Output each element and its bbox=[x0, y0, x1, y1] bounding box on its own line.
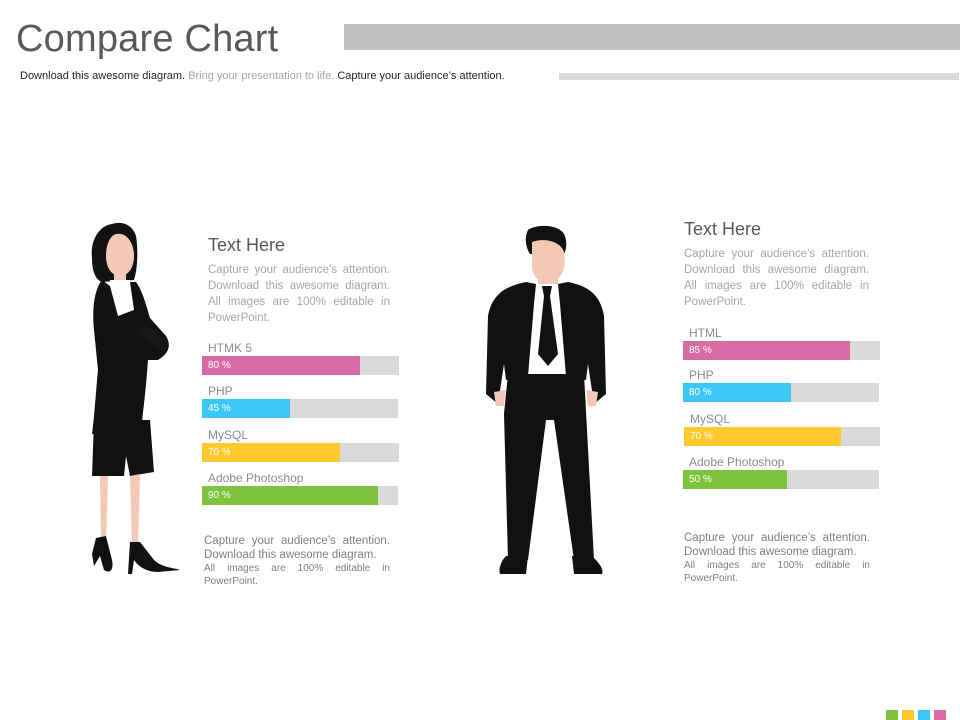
right-skill-php: PHP 80 % bbox=[683, 368, 879, 402]
note-line-2: All images are 100% editable in PowerPoi… bbox=[684, 560, 870, 584]
skill-progress-fill bbox=[202, 486, 379, 505]
right-panel: Text Here Capture your audience’s attent… bbox=[684, 218, 869, 310]
left-skill-mysql: MySQL 70 % bbox=[202, 428, 399, 462]
skill-progress-fill bbox=[202, 356, 360, 375]
left-panel-heading: Text Here bbox=[208, 235, 286, 255]
skill-label: PHP bbox=[208, 384, 233, 398]
skill-progress-fill bbox=[202, 443, 340, 462]
skill-percent: 85 % bbox=[689, 345, 712, 356]
skill-label: HTML bbox=[689, 326, 722, 340]
skill-progress-fill bbox=[684, 427, 841, 446]
skill-progress-bar: 85 % bbox=[683, 341, 880, 360]
skill-progress-fill bbox=[683, 470, 787, 489]
skill-progress-fill bbox=[202, 399, 291, 418]
right-panel-description: Capture your audience’s attention. Downl… bbox=[684, 248, 869, 308]
skill-percent: 45 % bbox=[208, 403, 231, 414]
skill-percent: 80 % bbox=[208, 360, 231, 371]
skill-progress-bar: 80 % bbox=[202, 356, 399, 375]
skill-progress-bar: 90 % bbox=[202, 486, 398, 505]
color-square bbox=[934, 710, 946, 720]
skill-progress-bar: 80 % bbox=[683, 383, 879, 402]
skill-progress-bar: 70 % bbox=[202, 443, 399, 462]
left-panel-description: Capture your audience’s attention. Downl… bbox=[208, 264, 390, 324]
skill-progress-bar: 50 % bbox=[683, 470, 879, 489]
skill-percent: 80 % bbox=[689, 387, 712, 398]
skill-percent: 90 % bbox=[208, 490, 231, 501]
skill-progress-bar: 45 % bbox=[202, 399, 398, 418]
subtitle-part-3: Capture your audience’s attention. bbox=[334, 70, 505, 82]
subtitle-accent-bar bbox=[559, 73, 959, 80]
skill-percent: 70 % bbox=[208, 447, 231, 458]
color-square bbox=[902, 710, 914, 720]
subtitle-part-1: Download this awesome diagram. bbox=[20, 70, 186, 82]
left-skill-photoshop: Adobe Photoshop 90 % bbox=[202, 471, 398, 505]
skill-progress-bar: 70 % bbox=[684, 427, 880, 446]
note-line-1: Capture your audience’s attention. Downl… bbox=[204, 535, 390, 561]
skill-label: Adobe Photoshop bbox=[208, 471, 304, 485]
left-panel: Text Here Capture your audience’s attent… bbox=[208, 234, 390, 326]
title-accent-bar bbox=[344, 24, 960, 50]
right-panel-heading: Text Here bbox=[684, 219, 762, 239]
skill-progress-fill bbox=[683, 383, 791, 402]
skill-label: PHP bbox=[689, 368, 714, 382]
footer-color-squares bbox=[886, 710, 946, 720]
color-square bbox=[918, 710, 930, 720]
left-skill-html5: HTMK 5 80 % bbox=[202, 341, 399, 375]
right-skill-photoshop: Adobe Photoshop 50 % bbox=[683, 455, 879, 489]
left-panel-note: Capture your audience’s attention. Downl… bbox=[204, 534, 390, 588]
right-skill-html: HTML 85 % bbox=[683, 326, 880, 360]
subtitle-part-2: Bring your presentation to life. bbox=[185, 70, 335, 82]
right-skill-mysql: MySQL 70 % bbox=[684, 412, 880, 446]
color-square bbox=[886, 710, 898, 720]
skill-label: HTMK 5 bbox=[208, 341, 253, 355]
skill-label: MySQL bbox=[690, 412, 731, 426]
left-skill-php: PHP 45 % bbox=[202, 384, 398, 418]
right-panel-note: Capture your audience’s attention. Downl… bbox=[684, 531, 870, 585]
skill-label: Adobe Photoshop bbox=[689, 455, 785, 469]
skill-percent: 50 % bbox=[689, 474, 712, 485]
page-title: Compare Chart bbox=[16, 18, 279, 60]
skill-progress-fill bbox=[683, 341, 851, 360]
note-line-2: All images are 100% editable in PowerPoi… bbox=[204, 563, 390, 587]
skill-label: MySQL bbox=[208, 428, 249, 442]
businesswoman-figure bbox=[91, 222, 180, 574]
skill-percent: 70 % bbox=[690, 431, 713, 442]
subtitle: Download this awesome diagram. Bring you… bbox=[20, 69, 505, 83]
businessman-figure bbox=[486, 225, 606, 574]
note-line-1: Capture your audience’s attention. Downl… bbox=[684, 532, 870, 558]
